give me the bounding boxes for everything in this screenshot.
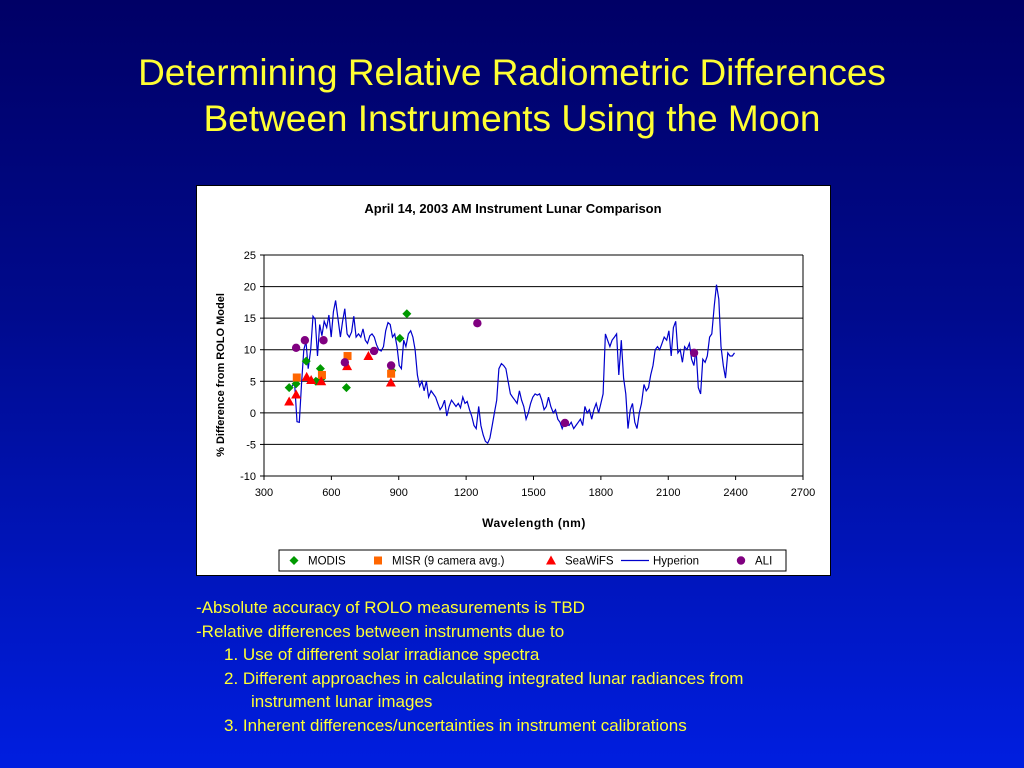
y-tick-label-5: 15 [244,313,256,325]
series-layer [284,284,735,445]
plot-axes [260,254,804,480]
point-ali-0 [291,343,301,353]
legend-label-hyperion: Hyperion [653,556,699,568]
point-seawifs-3 [306,375,317,385]
note-line-2: -Relative differences between instrument… [196,621,565,641]
point-seawifs-4 [316,376,327,386]
point-modis-8 [395,333,405,343]
x-tick-label-2: 900 [390,487,408,499]
series-ali [291,318,699,428]
legend-swatch-ali [736,556,746,565]
slide-title-line-2: Between Instruments Using the Moon [203,98,821,139]
point-seawifs-0 [284,396,295,406]
y-tick-label-2: 0 [250,408,256,420]
x-tick-label-1: 600 [322,487,340,499]
point-modis-2 [301,356,311,366]
point-misr-9-camera-avg--0 [292,373,301,382]
x-tick-label-0: 300 [255,487,273,499]
point-ali-3 [340,358,350,367]
point-modis-1 [291,379,301,389]
legend-swatch-modis [289,556,299,565]
x-tick-label-3: 1200 [454,487,478,499]
legend-box [278,549,787,572]
y-tick-labels: -10 -5 0 5 10 15 20 25 [240,250,256,483]
legend-label-misr-9-camera-avg-: MISR (9 camera avg.) [392,556,505,568]
series-line-hyperion [291,284,735,445]
y-tick-label-1: -5 [246,439,256,451]
y-tick-label-4: 10 [244,345,256,357]
legend-label-modis: MODIS [308,556,346,568]
x-tick-labels: 300 600 900 1200 1500 1800 2100 2400 2700 [255,487,815,499]
point-misr-9-camera-avg--1 [317,370,326,379]
notes-block: -Absolute accuracy of ROLO measurements … [196,596,896,737]
point-ali-2 [319,336,328,345]
point-ali-4 [369,346,379,356]
x-tick-label-8: 2700 [791,487,815,499]
x-tick-label-6: 2100 [656,487,680,499]
x-tick-label-5: 1800 [589,487,613,499]
y-tick-label-7: 25 [244,250,256,262]
y-tick-label-3: 5 [250,376,256,388]
chart-legend: MODIS MISR (9 camera avg.) SeaWiFS Hyperion… [278,549,787,572]
note-line-6: 3. Inherent differences/uncertainties in… [224,715,687,735]
point-ali-5 [386,361,396,370]
legend-label-seawifs: SeaWiFS [565,556,614,568]
point-ali-7 [560,418,570,428]
chart-title: April 14, 2003 AM Instrument Lunar Compa… [364,201,661,216]
point-ali-6 [473,318,482,328]
point-misr-9-camera-avg--3 [387,369,396,378]
point-modis-0 [284,383,294,393]
point-ali-8 [689,348,699,358]
point-modis-9 [402,309,412,319]
slide-title: Determining Relative Radiometric Differe… [0,50,1024,142]
y-tick-label-0: -10 [240,471,256,483]
legend-label-ali: ALI [755,556,772,568]
point-modis-4 [315,364,325,374]
note-line-1: -Absolute accuracy of ROLO measurements … [196,598,585,617]
y-tick-label-6: 20 [244,282,256,294]
series-misr-9-camera-avg- [292,352,396,382]
x-tick-label-7: 2400 [723,487,747,499]
note-line-3: 1. Use of different solar irradiance spe… [224,645,540,664]
slide-title-line-1: Determining Relative Radiometric Differe… [138,52,886,93]
series-modis [284,309,412,393]
point-seawifs-1 [291,389,302,399]
note-line-4: 2. Different approaches in calculating i… [224,668,744,688]
x-axis-label: Wavelength (nm) [482,516,586,530]
legend-swatch-misr-9-camera-avg- [374,556,382,565]
point-seawifs-6 [363,351,374,361]
x-tick-label-4: 1500 [521,487,545,499]
point-seawifs-7 [385,377,396,387]
y-axis-label: % Difference from ROLO Model [215,293,227,457]
point-ali-1 [300,336,310,345]
legend-swatch-seawifs [546,555,556,565]
point-modis-6 [341,383,351,393]
point-misr-9-camera-avg--2 [343,352,352,361]
chart: April 14, 2003 AM Instrument Lunar Compa… [196,185,831,576]
note-line-5: instrument lunar images [251,692,433,711]
